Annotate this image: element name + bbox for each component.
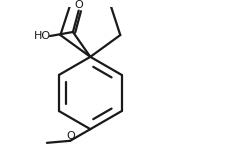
Text: HO: HO xyxy=(34,31,51,41)
Text: O: O xyxy=(74,0,83,10)
Text: O: O xyxy=(67,131,76,141)
